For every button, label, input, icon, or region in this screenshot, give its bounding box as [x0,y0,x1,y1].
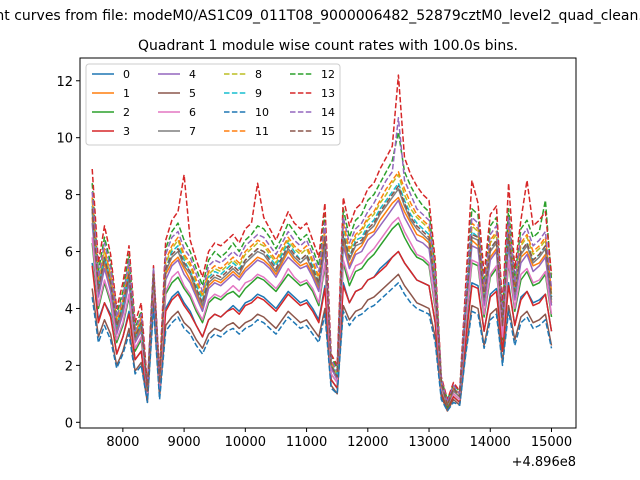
chart-title: Quadrant 1 module wise count rates with … [138,38,518,54]
x-tick-label: 14000 [470,435,511,450]
legend-label-2: 2 [123,106,130,119]
legend-label-3: 3 [123,125,130,138]
legend-label-5: 5 [189,87,196,100]
series-line-12 [91,131,553,401]
figure-suptitle: Light curves from file: modeM0/AS1C09_01… [0,8,640,24]
x-tick-label: 9000 [168,435,201,450]
x-tick-label: 12000 [347,435,388,450]
series-line-15 [91,185,553,406]
legend-label-6: 6 [189,106,196,119]
legend-label-4: 4 [189,68,196,81]
legend-label-13: 13 [321,87,335,100]
x-axis-offset-label: +4.896e8 [512,455,576,470]
y-tick-label: 6 [65,246,73,261]
series-line-6 [91,216,553,406]
legend-frame [85,63,341,146]
legend-label-12: 12 [321,68,335,81]
legend-label-14: 14 [321,106,335,119]
legend-label-10: 10 [255,106,269,119]
y-tick-label: 8 [65,189,73,204]
y-tick-label: 10 [56,132,73,147]
series-line-4 [91,199,553,406]
series-line-10 [91,282,553,412]
legend-label-7: 7 [189,125,196,138]
y-axis: 0 2 4 6 8 10 12 [56,75,80,431]
series-line-3 [91,250,553,412]
series-line-11 [91,171,553,404]
y-tick-label: 12 [56,75,73,90]
x-tick-label: 10000 [225,435,266,450]
plot-frame [79,57,577,429]
legend-label-8: 8 [255,68,262,81]
y-tick-label: 2 [65,359,73,374]
series-line-14 [91,117,553,404]
legend-label-11: 11 [255,125,269,138]
legend-label-1: 1 [123,87,130,100]
legend-label-15: 15 [321,125,335,138]
x-tick-label: 8000 [106,435,139,450]
legend-label-9: 9 [255,87,262,100]
x-tick-label: 11000 [286,435,327,450]
x-axis: 8000 9000 10000 11000 12000 13000 14000 15000 [106,428,572,450]
series-layer [91,74,553,412]
y-tick-label: 0 [65,416,73,431]
x-tick-label: 15000 [531,435,572,450]
series-line-5 [91,273,553,412]
x-tick-label: 13000 [408,435,449,450]
legend-label-0: 0 [123,68,130,81]
plot-area: 8000 9000 10000 11000 12000 13000 14000 15000 0… [56,57,577,470]
series-line-13 [91,74,553,401]
y-tick-label: 4 [65,302,73,317]
